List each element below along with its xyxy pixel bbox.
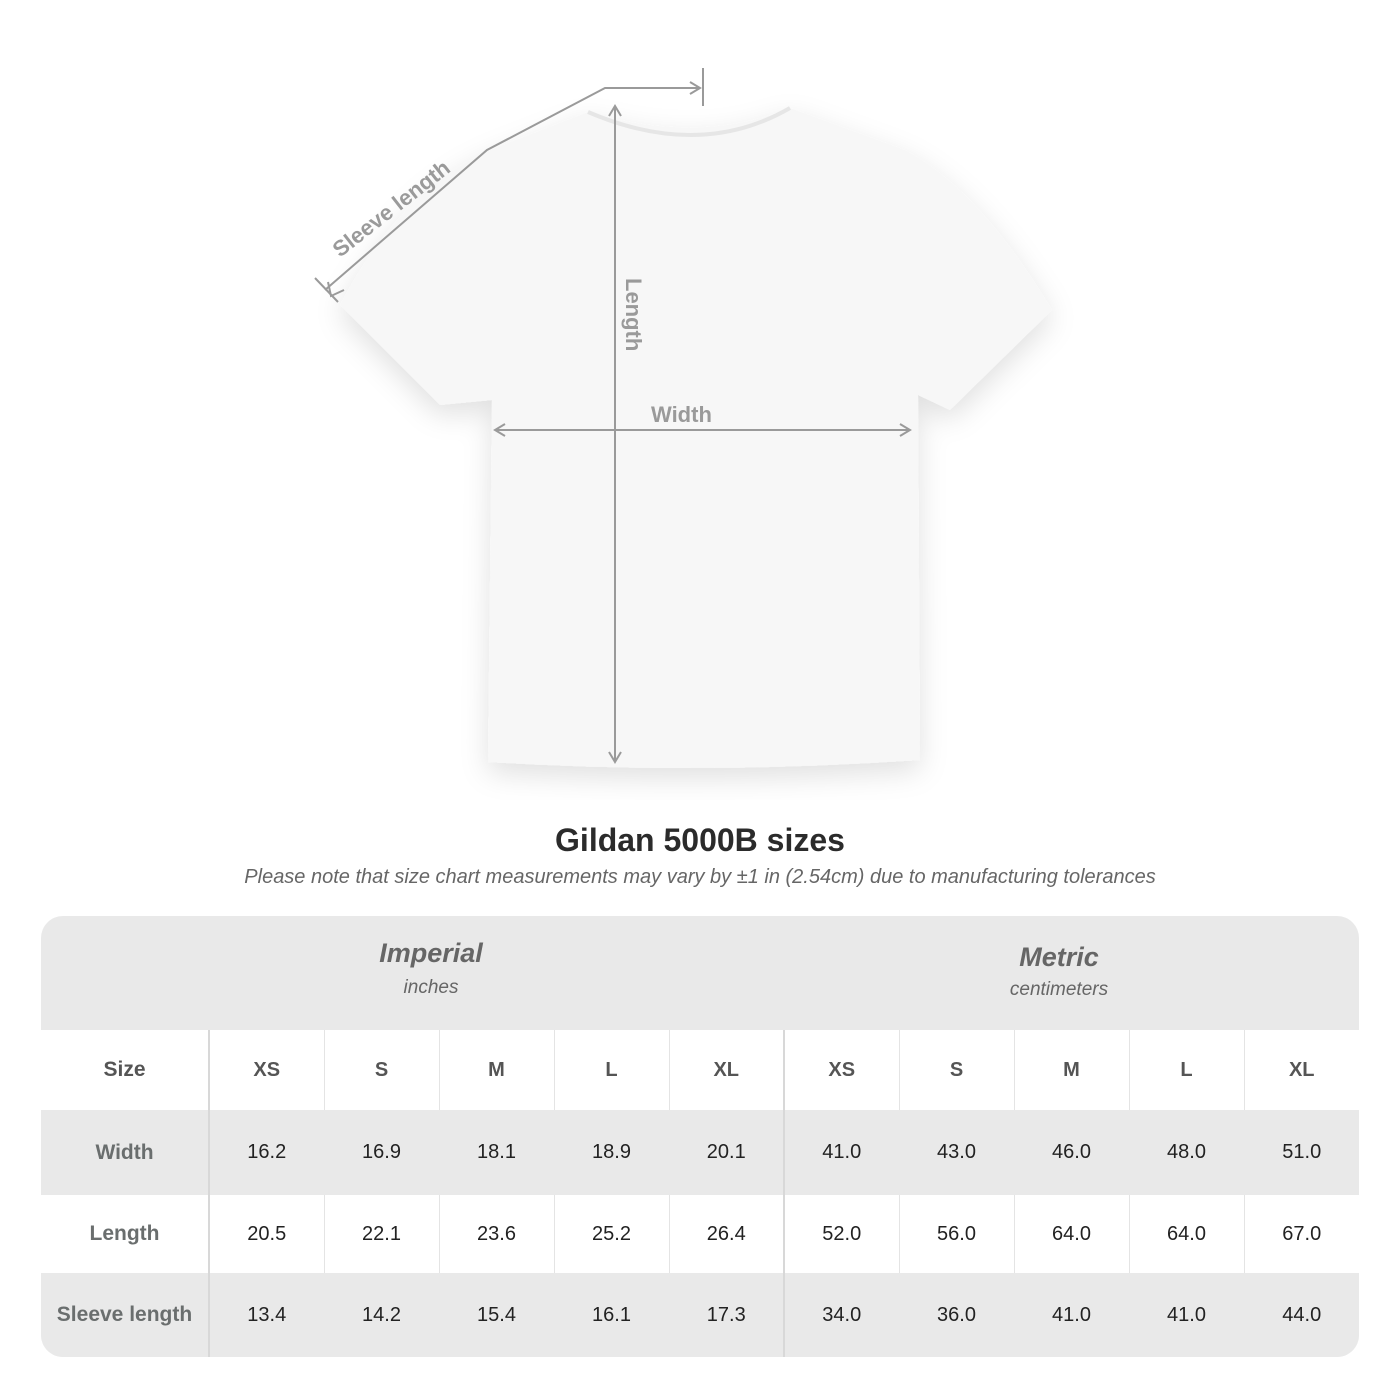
size-header: M [1013, 1030, 1129, 1110]
table-cell: 22.1 [323, 1195, 439, 1273]
tolerance-note: Please note that size chart measurements… [244, 866, 1156, 888]
table-cell: 36.0 [898, 1273, 1014, 1357]
size-header: XL [1243, 1030, 1359, 1110]
table-cell: 48.0 [1128, 1110, 1244, 1195]
table-row: Length 20.5 22.1 23.6 25.2 26.4 52.0 56.0 64.0 64… [41, 1195, 1359, 1273]
tshirt-shape [340, 108, 1052, 769]
size-table-card: Imperial inches Metric centimeters Size X… [41, 916, 1359, 1357]
size-header: M [438, 1030, 554, 1110]
imperial-title: Imperial [379, 938, 483, 968]
table-cell: 41.0 [1128, 1273, 1244, 1357]
width-measure-line [493, 423, 912, 437]
metric-header: Metric centimeters [784, 942, 1334, 1001]
table-cell: 44.0 [1243, 1273, 1359, 1357]
row-label: Size [41, 1030, 210, 1110]
table-cell: 46.0 [1013, 1110, 1129, 1195]
header-row: Size XS S M L XL XS S M L XL [41, 1030, 1359, 1110]
table-row: Width 16.2 16.9 18.1 18.9 20.1 41.0 43.0 46.0 48.… [41, 1110, 1359, 1195]
table-cell: 14.2 [323, 1273, 439, 1357]
table-cell: 67.0 [1243, 1195, 1359, 1273]
table-cell: 23.6 [438, 1195, 554, 1273]
table-cell: 64.0 [1013, 1195, 1129, 1273]
row-label: Sleeve length [41, 1273, 210, 1357]
table-cell: 26.4 [668, 1195, 784, 1273]
table-cell: 20.5 [208, 1195, 324, 1273]
table-cell: 16.1 [553, 1273, 669, 1357]
length-label: Length [621, 278, 646, 351]
table-cell: 52.0 [783, 1195, 899, 1273]
table-cell: 20.1 [668, 1110, 784, 1195]
size-table: Size XS S M L XL XS S M L XL Width 16.2 16.9 18.1 18.9 2… [41, 1030, 1359, 1357]
length-measure-line [608, 104, 622, 764]
tshirt-diagram: Sleeve length Length Width [314, 68, 1052, 769]
size-header: L [553, 1030, 669, 1110]
row-label: Length [41, 1195, 210, 1273]
sleeve-measure-line [314, 68, 704, 303]
imperial-header: Imperial inches [209, 938, 653, 999]
size-header: L [1128, 1030, 1244, 1110]
size-header: XS [783, 1030, 899, 1110]
imperial-unit: inches [403, 977, 459, 998]
size-header: S [323, 1030, 439, 1110]
metric-unit: centimeters [1009, 979, 1109, 1000]
metric-title: Metric [1019, 942, 1099, 972]
table-cell: 51.0 [1243, 1110, 1359, 1195]
table-cell: 41.0 [783, 1110, 899, 1195]
size-header: XL [668, 1030, 784, 1110]
table-cell: 13.4 [208, 1273, 324, 1357]
page-title: Gildan 5000B sizes [555, 822, 845, 858]
table-cell: 17.3 [668, 1273, 784, 1357]
table-cell: 56.0 [898, 1195, 1014, 1273]
table-cell: 64.0 [1128, 1195, 1244, 1273]
size-header: XS [208, 1030, 324, 1110]
table-cell: 18.1 [438, 1110, 554, 1195]
table-cell: 16.2 [208, 1110, 324, 1195]
width-label: Width [651, 402, 712, 427]
table-cell: 41.0 [1013, 1273, 1129, 1357]
table-cell: 18.9 [553, 1110, 669, 1195]
table-cell: 16.9 [323, 1110, 439, 1195]
table-row: Sleeve length 13.4 14.2 15.4 16.1 17.3 34.0 36.… [41, 1273, 1359, 1357]
table-cell: 43.0 [898, 1110, 1014, 1195]
size-header: S [898, 1030, 1014, 1110]
table-cell: 25.2 [553, 1195, 669, 1273]
table-cell: 15.4 [438, 1273, 554, 1357]
row-label: Width [41, 1110, 210, 1195]
table-cell: 34.0 [783, 1273, 899, 1357]
